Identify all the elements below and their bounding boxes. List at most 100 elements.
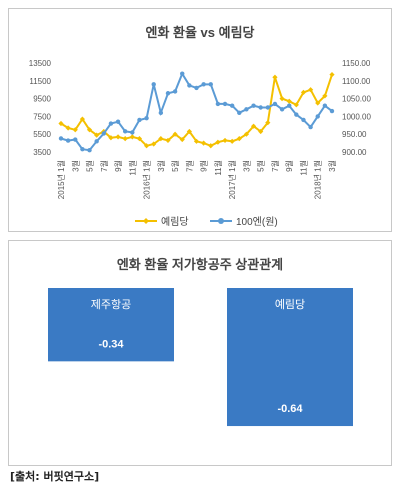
y-right-tick-label: 950.00: [342, 130, 367, 139]
data-point-diamond: [79, 116, 85, 122]
data-point-circle: [279, 107, 285, 112]
data-point-circle: [144, 115, 149, 121]
x-tick-label: 3월: [70, 160, 80, 172]
data-point-circle: [308, 124, 313, 130]
data-point-circle: [201, 82, 206, 87]
line-chart-title: 엔화 환율 vs 예림당: [145, 25, 254, 40]
data-point-diamond: [286, 98, 292, 104]
x-tick-label: 11월: [298, 160, 308, 176]
exchange-rate-chart-panel: 엔화 환율 vs 예림당 3500 5500 7500 9500 11500 13500 …: [8, 8, 392, 232]
data-point-diamond: [143, 143, 150, 149]
x-tick-label: 3월: [327, 160, 337, 172]
bar-1: [48, 288, 174, 362]
x-tick-label: 7월: [184, 160, 194, 172]
data-point-diamond: [279, 96, 285, 102]
x-tick-label: 2017년 1월: [227, 160, 237, 199]
legend-label: 100엔(원): [236, 216, 278, 228]
data-point-circle: [65, 138, 71, 143]
bar-value-label: -0.64: [277, 403, 303, 415]
data-point-circle: [180, 71, 185, 76]
bar-category-label: 제주항공: [91, 298, 131, 311]
data-point-diamond: [265, 120, 271, 126]
data-point-circle: [58, 136, 64, 141]
y-left-tick-label: 13500: [29, 59, 52, 68]
data-point-diamond: [300, 89, 307, 95]
y-left-tick-label: 5500: [33, 130, 51, 139]
data-point-diamond: [94, 132, 100, 138]
data-point-circle: [130, 130, 135, 135]
data-point-circle: [137, 117, 142, 123]
data-point-diamond: [243, 131, 250, 137]
data-point-circle: [329, 108, 335, 114]
data-point-circle: [151, 82, 156, 87]
data-point-diamond: [165, 137, 171, 144]
data-point-diamond: [158, 136, 164, 142]
data-point-diamond: [250, 123, 257, 129]
data-point-circle: [258, 105, 263, 110]
data-point-diamond: [65, 125, 71, 131]
data-point-diamond: [293, 102, 299, 108]
bar-chart-title: 엔화 환율 저가항공주 상관관계: [117, 257, 283, 272]
data-point-circle: [122, 129, 128, 134]
data-point-circle: [194, 85, 199, 91]
data-point-diamond: [236, 136, 242, 142]
data-point-circle: [108, 121, 114, 126]
data-point-diamond: [108, 135, 114, 141]
y-left-tick-label: 3500: [33, 148, 51, 157]
data-point-circle: [215, 101, 221, 107]
bar-2: [227, 288, 353, 427]
data-point-circle: [265, 105, 271, 110]
y-right-tick-label: 1000.00: [342, 112, 371, 121]
legend-marker-diamond: [143, 218, 149, 224]
data-point-diamond: [58, 120, 64, 127]
data-point-diamond: [308, 87, 314, 93]
data-point-circle: [187, 83, 192, 88]
x-tick-label: 7월: [99, 160, 109, 172]
data-point-diamond: [201, 140, 207, 146]
legend-label: 예림당: [161, 216, 189, 228]
data-point-diamond: [115, 134, 121, 140]
data-point-circle: [87, 148, 92, 153]
data-point-diamond: [315, 100, 321, 106]
x-tick-label: 7월: [270, 160, 280, 172]
x-tick-label: 2016년 1월: [142, 160, 152, 199]
data-point-diamond: [186, 128, 192, 135]
source-note: [출처: 버핏연구소]: [10, 470, 100, 483]
data-point-circle: [229, 103, 235, 108]
bar-value-label: -0.34: [98, 338, 124, 350]
data-point-circle: [222, 101, 228, 107]
x-tick-label: 5월: [256, 160, 266, 172]
x-tick-label: 9월: [113, 160, 123, 172]
x-tick-label: 9월: [199, 160, 209, 172]
data-point-circle: [244, 107, 249, 112]
data-point-circle: [158, 110, 164, 116]
data-point-circle: [101, 131, 106, 136]
data-point-circle: [272, 101, 278, 107]
data-point-circle: [237, 110, 242, 116]
data-point-diamond: [258, 128, 264, 135]
data-point-diamond: [329, 71, 335, 78]
line-chart: 엔화 환율 vs 예림당 35005500750095001150013500 …: [29, 25, 372, 228]
x-tick-label: 11월: [127, 160, 137, 176]
y-left-tick-label: 11500: [29, 77, 51, 86]
x-tick-label: 9월: [284, 160, 294, 172]
data-point-circle: [172, 89, 178, 94]
y-left-tick-label: 7500: [33, 112, 51, 121]
legend-marker-circle: [218, 218, 224, 224]
data-point-circle: [94, 139, 99, 144]
data-point-diamond: [179, 136, 185, 143]
data-point-diamond: [229, 138, 235, 144]
x-tick-label: 5월: [85, 160, 95, 172]
x-tick-label: 5월: [170, 160, 180, 172]
x-tick-label: 2015년 1월: [56, 160, 66, 199]
data-point-diamond: [322, 93, 328, 99]
data-point-diamond: [72, 127, 78, 133]
data-point-circle: [315, 114, 320, 119]
y-right-tick-label: 900.00: [342, 148, 367, 157]
y-right-tick-label: 1150.00: [342, 59, 371, 68]
bar-category-label: 예림당: [275, 298, 305, 311]
x-tick-label: 11월: [213, 160, 223, 176]
data-point-circle: [287, 103, 292, 108]
data-point-circle: [115, 119, 121, 124]
data-point-circle: [208, 82, 213, 87]
